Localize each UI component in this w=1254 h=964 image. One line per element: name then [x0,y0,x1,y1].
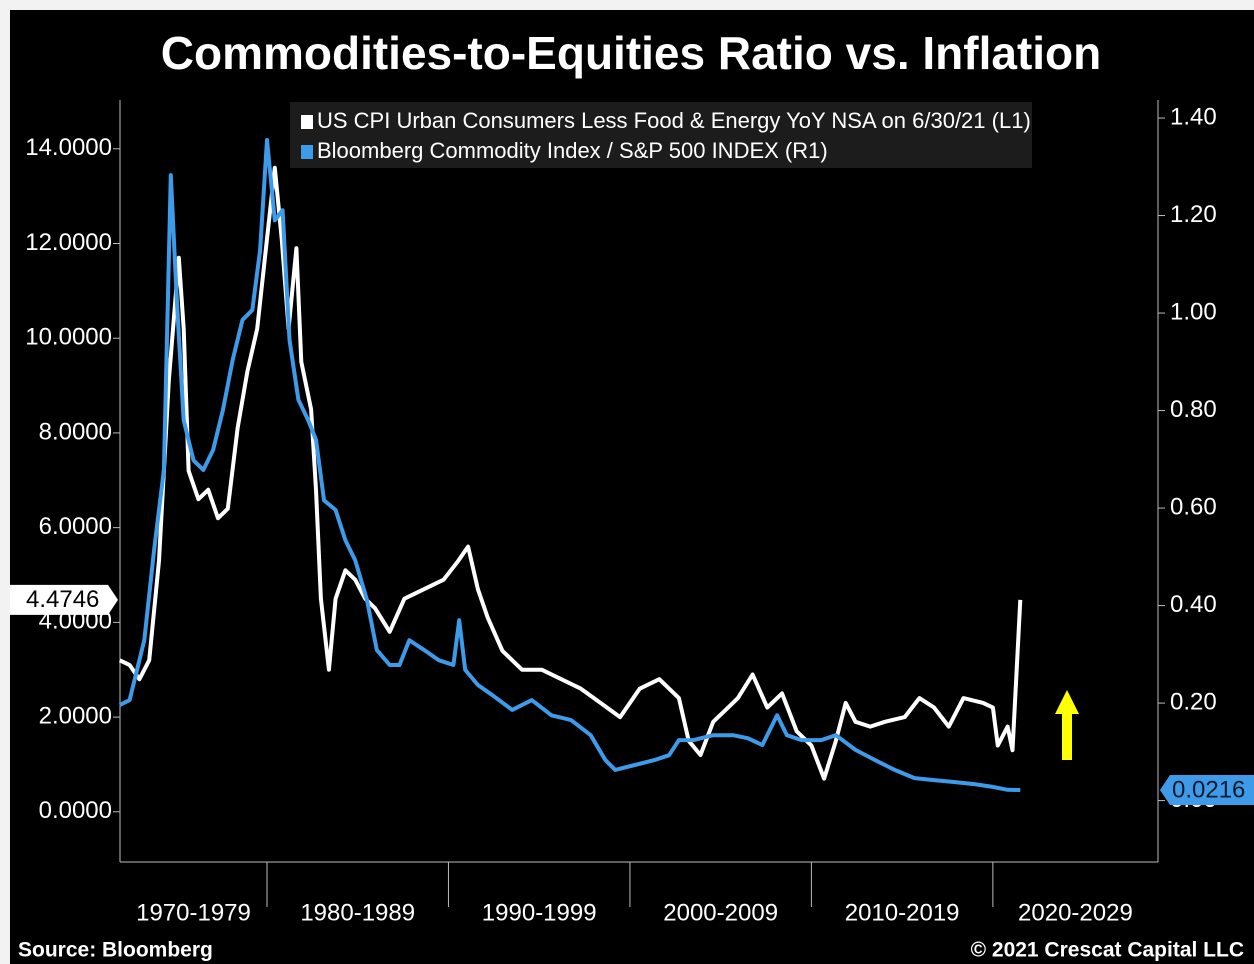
legend-box [290,102,1032,168]
chart-title: Commodities-to-Equities Ratio vs. Inflat… [161,27,1101,79]
y-tick-label: 12.0000 [25,229,112,256]
series-line [118,165,1023,781]
x-tick-label: 2010-2019 [845,899,960,926]
x-tick-label: 1990-1999 [482,899,597,926]
y2-tick-label: 1.40 [1170,103,1217,130]
x-tick-label: 1980-1989 [300,899,415,926]
last-value-flag [1160,775,1254,806]
y2-tick-label: 1.20 [1170,201,1217,228]
legend-swatch [301,145,313,159]
x-tick-label: 2020-2029 [1018,899,1133,926]
y-tick-label: 10.0000 [25,324,112,351]
y-tick-label: 8.0000 [39,418,112,445]
x-tick-label: 2000-2009 [663,899,778,926]
legend-label: Bloomberg Commodity Index / S&P 500 INDE… [317,138,828,163]
y-tick-label: 14.0000 [25,134,112,161]
source: Source: Bloomberg [18,939,213,962]
y2-tick-label: 0.60 [1170,493,1217,520]
credit: © 2021 Crescat Capital LLC [971,939,1244,962]
y2-tick-label: 0.40 [1170,591,1217,618]
y-tick-label: 6.0000 [39,513,112,540]
y-tick-label: 2.0000 [39,702,112,729]
last-value-flag [10,584,118,615]
legend-swatch [301,115,313,129]
arrow [1055,690,1079,760]
background [10,10,1254,964]
series-line [118,138,1021,792]
x-tick-label: 1970-1979 [136,899,251,926]
y2-tick-label: 0.80 [1170,396,1217,423]
last-value-label: 0.0216 [1172,776,1245,803]
y2-tick-label: 1.00 [1170,298,1217,325]
y-tick-label: 0.0000 [39,797,112,824]
y2-tick-label: 0.20 [1170,688,1217,715]
legend-label: US CPI Urban Consumers Less Food & Energ… [317,108,1031,133]
last-value-label: 4.4746 [26,586,99,613]
